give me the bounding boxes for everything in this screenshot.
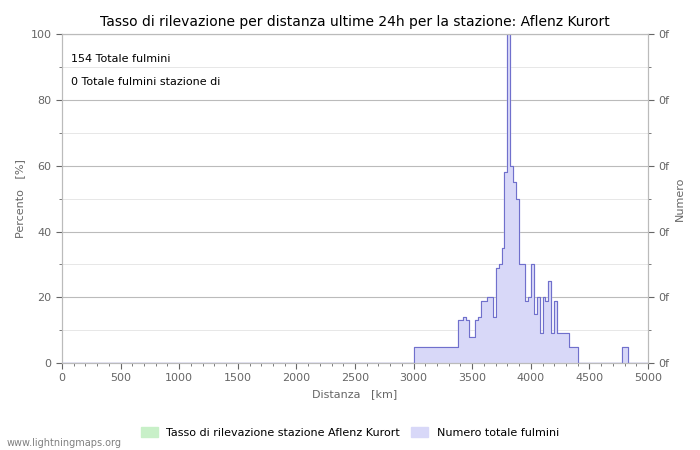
Text: 154 Totale fulmini: 154 Totale fulmini [71, 54, 170, 64]
Text: 0 Totale fulmini stazione di: 0 Totale fulmini stazione di [71, 77, 220, 87]
Y-axis label: Percento   [%]: Percento [%] [15, 159, 25, 238]
X-axis label: Distanza   [km]: Distanza [km] [312, 389, 398, 399]
Legend: Tasso di rilevazione stazione Aflenz Kurort, Numero totale fulmini: Tasso di rilevazione stazione Aflenz Kur… [136, 423, 564, 442]
Y-axis label: Numero: Numero [675, 176, 685, 221]
Title: Tasso di rilevazione per distanza ultime 24h per la stazione: Aflenz Kurort: Tasso di rilevazione per distanza ultime… [100, 15, 610, 29]
Text: www.lightningmaps.org: www.lightningmaps.org [7, 438, 122, 448]
